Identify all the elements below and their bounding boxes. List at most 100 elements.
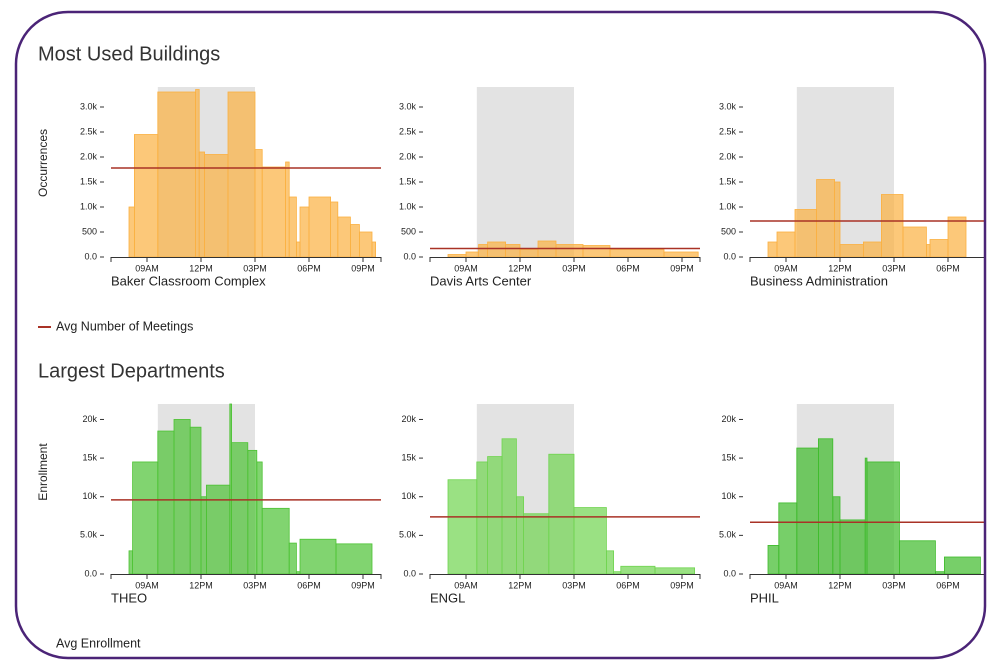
bar	[767, 241, 778, 258]
bar	[231, 442, 249, 575]
chart-title: PHIL	[750, 590, 779, 605]
legend-label: Avg Number of Meetings	[56, 319, 193, 333]
x-tick-label: 12PM	[828, 263, 852, 273]
bar	[926, 244, 931, 258]
bar	[200, 496, 207, 575]
y-axis-label: Occurrences	[36, 129, 50, 197]
y-tick-label: 10k	[721, 491, 736, 501]
y-tick-label: 0.0	[723, 251, 736, 261]
y-tick-label: 20k	[721, 414, 736, 424]
x-tick-label: 09PM	[351, 580, 375, 590]
bar	[929, 239, 949, 258]
y-tick-label: 1.0k	[80, 201, 98, 211]
x-tick-label: 12PM	[189, 580, 213, 590]
bar	[128, 206, 135, 258]
chart: 0.0 500 1.0k 1.5k 2.0k 2.5k 3.0k 09AM 12PM 03PM 06…	[80, 87, 382, 288]
bar	[555, 244, 584, 258]
y-tick-label: 10k	[401, 491, 416, 501]
x-tick-label: 03PM	[882, 263, 906, 273]
bar	[582, 245, 611, 258]
bar	[609, 249, 665, 258]
y-tick-label: 0.0	[84, 251, 97, 261]
frame	[14, 10, 987, 660]
x-tick-label: 06PM	[936, 580, 960, 590]
bar	[447, 479, 478, 575]
bar	[863, 241, 882, 258]
bar	[816, 179, 835, 258]
chart: 0.0 5.0k 10k 15k 20k 09AM 12PM 03PM 06PM PHIL	[719, 404, 984, 605]
bar	[519, 249, 539, 258]
chart: 0.0 5.0k 10k 15k 20k 09AM 12PM 03PM 06PM 09PM THEO	[80, 403, 382, 605]
bar	[606, 550, 615, 575]
bar	[288, 542, 297, 575]
bar	[299, 206, 310, 258]
bar	[476, 461, 488, 575]
y-tick-label: 2.5k	[719, 126, 737, 136]
bar	[288, 196, 297, 258]
bar	[133, 134, 159, 258]
bar	[330, 201, 339, 258]
x-tick-label: 09AM	[135, 580, 159, 590]
y-tick-label: 10k	[82, 491, 97, 501]
y-tick-label: 0.0	[403, 251, 416, 261]
bar	[261, 166, 287, 258]
bar	[501, 438, 517, 575]
chart: 0.0 500 1.0k 1.5k 2.0k 2.5k 3.0k 09AM 12PM 03PM 06…	[399, 87, 701, 288]
x-tick-label: 06PM	[297, 263, 321, 273]
y-tick-label: 15k	[721, 452, 736, 462]
chart-title: Davis Arts Center	[430, 273, 532, 288]
x-tick-label: 03PM	[562, 263, 586, 273]
y-tick-label: 5.0k	[719, 530, 737, 540]
y-tick-label: 5.0k	[399, 530, 417, 540]
y-tick-label: 15k	[82, 452, 97, 462]
bar	[487, 241, 507, 258]
y-tick-label: 3.0k	[80, 101, 98, 111]
y-tick-label: 0.0	[84, 568, 97, 578]
bar	[173, 419, 191, 575]
bar	[447, 254, 467, 258]
x-tick-label: 09AM	[774, 263, 798, 273]
x-tick-label: 06PM	[297, 580, 321, 590]
chart: 0.0 5.0k 10k 15k 20k 09AM 12PM 03PM 06PM 09PM ENGL	[399, 404, 701, 605]
y-tick-label: 500	[401, 226, 416, 236]
bar	[227, 91, 256, 258]
bar	[335, 543, 373, 575]
content: Most Used Buildings Occurrences Avg Numb…	[36, 43, 984, 650]
bar	[654, 567, 695, 575]
bar	[308, 196, 332, 258]
highlight-band	[476, 87, 574, 257]
bar	[189, 426, 202, 575]
bar	[337, 216, 351, 258]
x-tick-label: 06PM	[616, 263, 640, 273]
bar	[866, 461, 900, 575]
x-tick-label: 03PM	[562, 580, 586, 590]
y-tick-label: 500	[82, 226, 97, 236]
bar	[839, 244, 864, 258]
bar	[796, 447, 819, 575]
y-tick-label: 500	[721, 226, 736, 236]
bar	[132, 461, 159, 575]
bar	[839, 519, 866, 575]
bar	[778, 502, 798, 575]
y-tick-label: 3.0k	[399, 101, 417, 111]
y-tick-label: 5.0k	[80, 530, 98, 540]
chart-title: Business Administration	[750, 273, 888, 288]
y-tick-label: 1.5k	[80, 176, 98, 186]
x-tick-label: 06PM	[616, 580, 640, 590]
x-tick-label: 12PM	[508, 263, 532, 273]
bar	[944, 556, 981, 575]
bar	[832, 496, 841, 575]
x-tick-label: 03PM	[243, 263, 267, 273]
chart-title: Baker Classroom Complex	[111, 273, 266, 288]
bar	[358, 231, 373, 258]
bar	[299, 538, 337, 575]
bar	[516, 496, 525, 575]
bar	[128, 550, 133, 575]
x-tick-label: 09AM	[454, 263, 478, 273]
chart: 0.0 500 1.0k 1.5k 2.0k 2.5k 3.0k 09AM 12PM 03PM 06…	[719, 87, 984, 288]
chart-title: ENGL	[430, 590, 465, 605]
x-tick-label: 03PM	[882, 580, 906, 590]
y-tick-label: 2.0k	[80, 151, 98, 161]
y-tick-label: 20k	[401, 414, 416, 424]
